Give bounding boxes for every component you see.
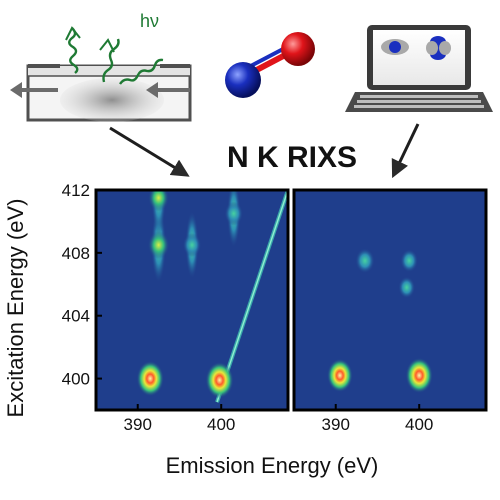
map-feature xyxy=(224,201,243,226)
photon-wave-icon xyxy=(65,26,164,85)
map-feature xyxy=(400,249,419,273)
map-background xyxy=(294,190,486,410)
experiment-rixs-map: 390 400 400 404 408 412 xyxy=(62,181,290,434)
calculation-rixs-map: 390 400 xyxy=(292,188,488,434)
laptop-keyboard-icon xyxy=(354,95,484,108)
map-feature xyxy=(148,190,170,212)
y-axis-label: Excitation Energy (eV) xyxy=(3,199,28,418)
orbital-left-icon xyxy=(381,39,409,55)
figure-title: N K RIXS xyxy=(227,141,357,174)
flow-arrow-left-icon xyxy=(10,82,58,98)
arrow-to-experiment xyxy=(109,126,190,177)
map-feature xyxy=(136,360,164,397)
y-tick-label: 400 xyxy=(62,370,90,389)
x-tick-label: 400 xyxy=(207,415,235,434)
y-tick-label: 412 xyxy=(62,181,90,200)
y-tick-label: 404 xyxy=(62,307,90,326)
photon-label: hν xyxy=(140,11,159,31)
map-frame xyxy=(292,188,488,412)
orbital-right-icon xyxy=(426,36,451,60)
nitrogen-atom-icon xyxy=(225,62,261,98)
map-feature xyxy=(205,361,234,399)
map-feature xyxy=(147,230,170,260)
x-tick-label: 390 xyxy=(322,415,350,434)
x-tick-label: 400 xyxy=(405,415,433,434)
map-frame xyxy=(94,188,290,412)
no-molecule-icon xyxy=(225,32,315,98)
y-tick-label: 408 xyxy=(62,244,90,263)
map-feature xyxy=(327,358,353,393)
arrow-to-calculation xyxy=(391,123,420,179)
map-feature xyxy=(398,276,416,299)
laptop-computer-icon xyxy=(345,25,493,112)
x-axis-label: Emission Energy (eV) xyxy=(166,453,379,478)
flow-arrow-right-icon xyxy=(146,82,190,98)
x-tick-label: 390 xyxy=(124,415,152,434)
map-feature xyxy=(182,233,202,257)
map-feature xyxy=(405,357,433,394)
oxygen-atom-icon xyxy=(281,32,315,66)
sample-flow-cell-icon: hν xyxy=(10,11,192,122)
map-feature xyxy=(355,248,375,274)
